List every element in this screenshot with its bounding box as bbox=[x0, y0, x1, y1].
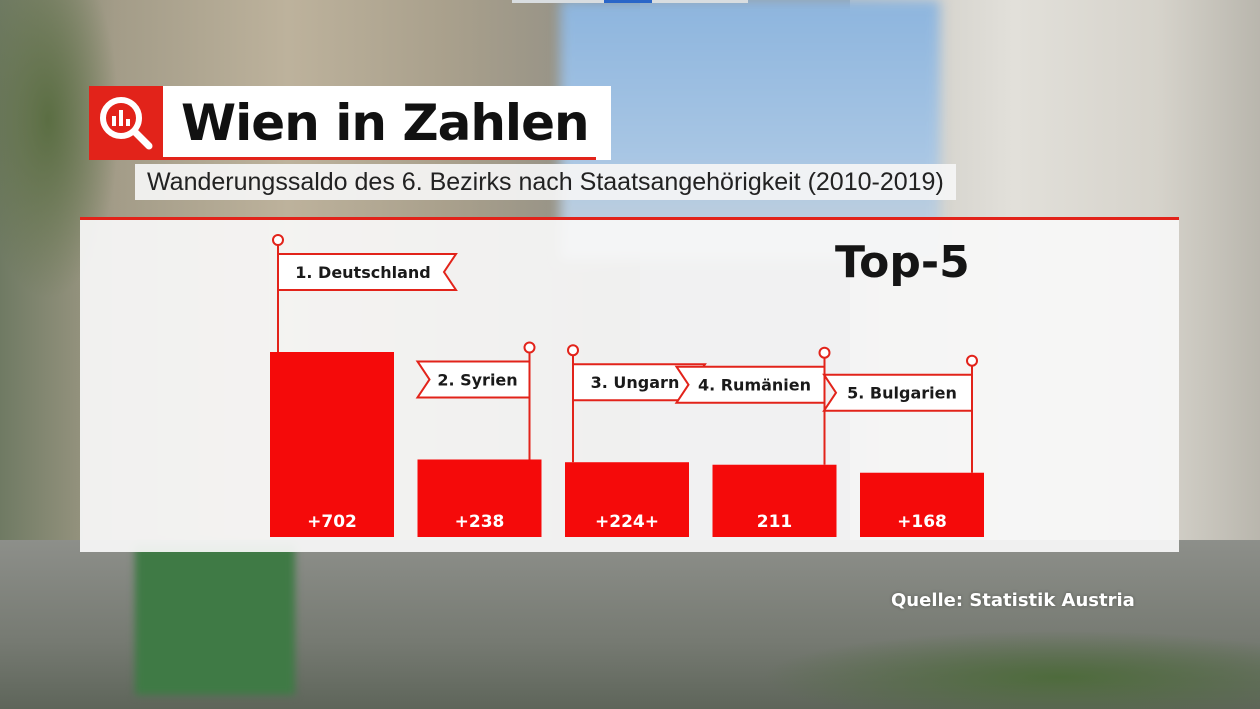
flag-banner-5 bbox=[822, 373, 973, 412]
flag-pole-knob-1 bbox=[272, 234, 284, 246]
flag-banner-4 bbox=[674, 365, 826, 404]
header-underline bbox=[89, 157, 596, 160]
category-label-2: 2. Syrien bbox=[437, 370, 517, 389]
bar-value-label-4: 211 bbox=[757, 512, 793, 532]
flag-banner-1 bbox=[277, 253, 458, 291]
header: Wien in Zahlen bbox=[89, 86, 611, 160]
bar-value-label-1: +702 bbox=[307, 512, 357, 532]
bar-4 bbox=[712, 464, 837, 537]
flag-pole-knob-5 bbox=[966, 354, 978, 367]
bar-value-label-5: +168 bbox=[897, 512, 947, 532]
flag-banner-2 bbox=[415, 360, 531, 399]
bar-value-label-3: +224+ bbox=[595, 512, 659, 532]
bar-2 bbox=[417, 459, 542, 537]
chart-subtitle: Wanderungssaldo des 6. Bezirks nach Staa… bbox=[135, 164, 956, 200]
statistics-magnifier-icon bbox=[89, 86, 163, 160]
chart-heading: Top-5 bbox=[835, 237, 970, 288]
category-label-1: 1. Deutschland bbox=[295, 263, 430, 282]
category-label-4: 4. Rumänien bbox=[698, 376, 811, 395]
category-label-5: 5. Bulgarien bbox=[847, 384, 957, 403]
source-label: Quelle: Statistik Austria bbox=[891, 590, 1135, 611]
flag-pole-knob-4 bbox=[818, 346, 831, 359]
category-label-3: 3. Ungarn bbox=[591, 373, 680, 392]
bar-1 bbox=[270, 352, 394, 537]
bar-5 bbox=[860, 472, 984, 537]
page-title: Wien in Zahlen bbox=[181, 94, 590, 152]
bar-value-label-2: +238 bbox=[455, 512, 505, 532]
flag-pole-knob-2 bbox=[523, 341, 536, 354]
flag-pole-knob-3 bbox=[567, 344, 579, 357]
video-progress-bar bbox=[512, 0, 748, 3]
bar-3 bbox=[565, 462, 689, 537]
